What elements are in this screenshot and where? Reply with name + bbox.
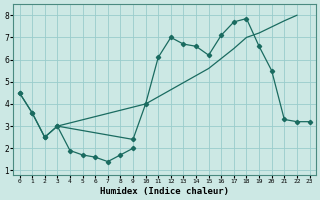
X-axis label: Humidex (Indice chaleur): Humidex (Indice chaleur) xyxy=(100,187,229,196)
